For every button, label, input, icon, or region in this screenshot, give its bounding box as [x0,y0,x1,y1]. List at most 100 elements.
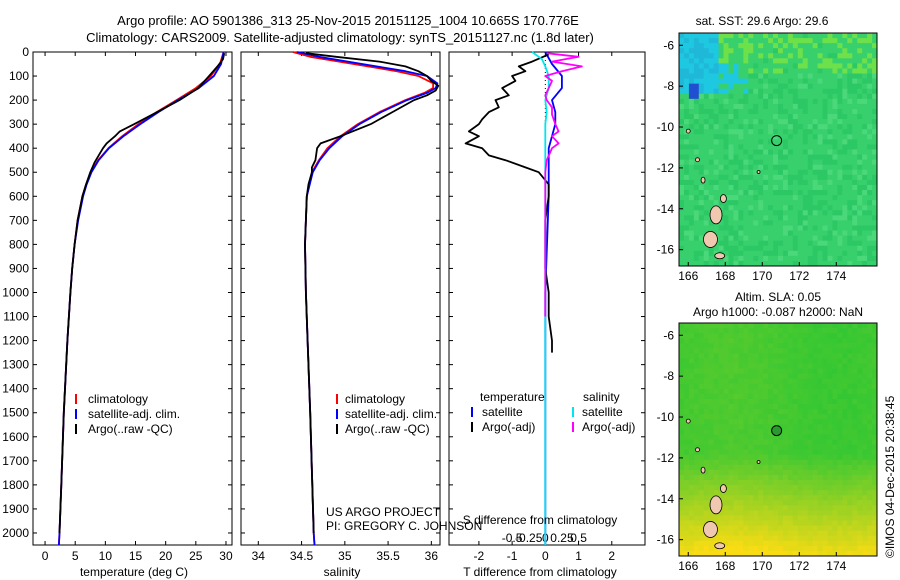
y-tick-label: -8 [663,79,674,93]
legend-label-t-argo: Argo(-adj) [482,420,535,434]
plot-frame [240,51,441,546]
float-position-marker [771,135,783,147]
s-tick-label: -0.25 [515,531,543,545]
legend-label-satellite: satellite-adj. clim. [345,407,437,421]
x-tick-label: 35 [338,549,352,563]
y-tick-label: 1700 [2,454,29,468]
y-tick-label: 1200 [2,334,29,348]
island-shape [685,418,691,424]
y-tick-label: 900 [9,261,29,275]
island-shape [685,128,691,134]
series-line-argo-raw-qc- [304,52,440,534]
x-tick-label: 20 [159,549,173,563]
x-tick-label: 172 [789,269,809,283]
y-tick-label: 1500 [2,406,29,420]
y-tick-label: 1400 [2,382,29,396]
y-tick-label: 600 [9,189,29,203]
y-tick-label: -16 [657,533,675,547]
island-shape [703,231,718,248]
temperature-panel: 0100200300400500600700800900100011001200… [2,45,233,563]
x-tick-label: 2 [608,549,615,563]
legend-label-argo: Argo(..raw -QC) [345,422,430,436]
salinity-panel: 34 34.5 35 35.5 36 [240,51,441,563]
island-shape [700,176,706,184]
legend-label-argo: Argo(..raw -QC) [88,422,173,436]
x-tick-label: 5 [72,549,79,563]
sst-map-panel: 166 168 170 172 174 -6 -8 -10 -12 -14 -16 [657,32,878,283]
plot-frame [32,51,233,546]
y-tick-label: -14 [657,202,675,216]
y-tick-label: 200 [9,93,29,107]
map-frame [678,322,878,557]
x-tick-label: 166 [678,269,698,283]
y-tick-label: -6 [663,38,674,52]
island-shape [714,542,726,550]
y-tick-label: -10 [657,120,675,134]
legend-label-s-argo: Argo(-adj) [582,420,635,434]
x-tick-label: 168 [715,559,735,573]
y-tick-label: 300 [9,117,29,131]
island-shape [756,170,761,174]
y-tick-label: -10 [657,410,675,424]
y-tick-label: 800 [9,237,29,251]
sla-map-panel: 166 168 170 172 174 -6 -8 -10 -12 -14 -16 [657,322,878,573]
y-tick-label: -6 [663,328,674,342]
s-difference-xlabel: S difference from climatology [463,513,618,527]
island-shape [756,460,761,464]
sst-map-title: sat. SST: 29.6 Argo: 29.6 [696,14,829,28]
salinity-legend: climatology satellite-adj. clim. Argo(..… [336,392,437,436]
project-credit: US ARGO PROJECT [326,505,441,519]
temperature-legend: climatology satellite-adj. clim. Argo(..… [75,392,180,436]
y-tick-label: -8 [663,369,674,383]
legend-title-temperature: temperature [480,390,545,404]
t-difference-xlabel: T difference from climatology [463,565,617,579]
island-shape [695,447,700,453]
x-tick-label: 34.5 [290,549,314,563]
x-tick-label: 15 [129,549,143,563]
legend-title-salinity: salinity [583,390,620,404]
pi-credit: PI: GREGORY C. JOHNSON [326,519,482,533]
x-tick-label: 1 [575,549,582,563]
header-line-1: Argo profile: AO 5901386_313 25-Nov-2015… [117,13,579,28]
y-tick-label: -12 [657,161,675,175]
y-tick-label: 100 [9,69,29,83]
x-tick-label: 172 [789,559,809,573]
y-tick-label: 1300 [2,358,29,372]
island-shape [695,157,700,163]
y-tick-label: 1900 [2,502,29,516]
legend-label-t-satellite: satellite [482,405,523,419]
y-tick-label: -12 [657,451,675,465]
island-shape [709,495,723,515]
y-tick-label: -14 [657,492,675,506]
heatmap-cells [679,323,878,557]
map-frame [678,32,878,267]
island-shape [709,205,723,225]
float-position-marker [771,425,783,437]
x-tick-label: 25 [189,549,203,563]
imos-stamp: ©IMOS 04-Dec-2015 20:38:45 [883,395,897,558]
legend-label-climatology: climatology [88,392,148,406]
island-shape [700,466,706,474]
y-tick-label: 2000 [2,526,29,540]
s-tick-label: 0.25 [550,531,574,545]
difference-legend: temperature salinity satellite Argo(-adj… [471,390,635,434]
heatmap-cells [679,33,878,267]
legend-label-satellite: satellite-adj. clim. [88,407,180,421]
island-shape [720,194,727,203]
x-tick-label: 30 [219,549,233,563]
sla-map-title: Altim. SLA: 0.05 [735,290,821,304]
y-tick-label: 1100 [3,310,29,324]
plot-frame [448,51,646,546]
salinity-xlabel: salinity [324,565,361,579]
x-tick-label: 35.5 [376,549,400,563]
header-line-2: Climatology: CARS2009. Satellite-adjuste… [86,30,594,45]
y-tick-label: 0 [22,45,29,59]
s-tick-label: -0.5 [502,531,523,545]
y-tick-label: -16 [657,243,675,257]
y-tick-label: 1600 [2,430,29,444]
y-tick-label: 1800 [2,478,29,492]
sla-map-subtitle: Argo h1000: -0.087 h2000: NaN [693,305,863,319]
s-tick-label: 0.5 [570,531,587,545]
x-tick-label: 168 [715,269,735,283]
